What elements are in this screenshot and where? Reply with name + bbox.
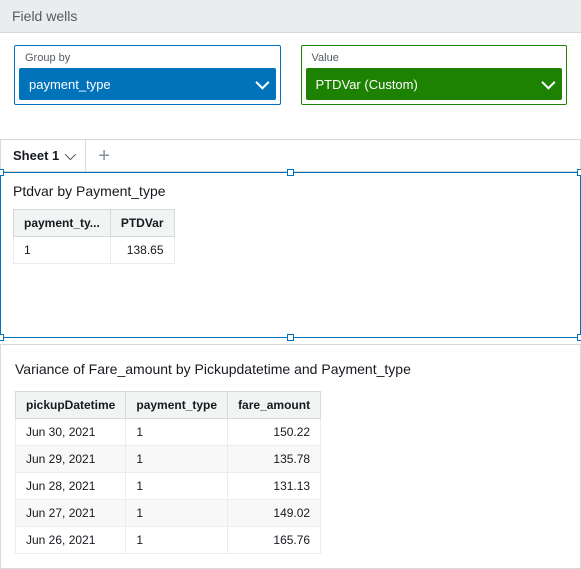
resize-handle[interactable] [577,169,581,176]
table-header-row: pickupDatetime payment_type fare_amount [16,392,321,419]
group-by-well: Group by payment_type [14,45,281,105]
resize-handle[interactable] [287,334,294,341]
cell: 1 [126,500,228,527]
resize-handle[interactable] [0,334,4,341]
field-wells-header: Field wells [0,0,581,33]
col-header[interactable]: fare_amount [228,392,321,419]
canvas: Ptdvar by Payment_type payment_ty... PTD… [0,171,581,569]
cell: 135.78 [228,446,321,473]
cell: Jun 28, 2021 [16,473,126,500]
table-row: Jun 28, 2021 1 131.13 [16,473,321,500]
chevron-down-icon [65,148,76,159]
table-row: Jun 27, 2021 1 149.02 [16,500,321,527]
cell: 149.02 [228,500,321,527]
cell: Jun 27, 2021 [16,500,126,527]
resize-handle[interactable] [577,334,581,341]
viz-title: Variance of Fare_amount by Pickupdatetim… [15,361,566,377]
resize-handle[interactable] [287,169,294,176]
col-header[interactable]: pickupDatetime [16,392,126,419]
cell: 138.65 [110,237,174,264]
cell: 1 [126,473,228,500]
col-header[interactable]: payment_type [126,392,228,419]
table-row: Jun 30, 2021 1 150.22 [16,419,321,446]
value-label: Value [306,50,563,68]
cell: Jun 30, 2021 [16,419,126,446]
cell: 131.13 [228,473,321,500]
table-row: Jun 29, 2021 1 135.78 [16,446,321,473]
cell: Jun 26, 2021 [16,527,126,554]
sheet-tab-active[interactable]: Sheet 1 [1,140,86,171]
chevron-down-icon [255,76,269,90]
cell: 150.22 [228,419,321,446]
cell: 1 [14,237,111,264]
viz-table: payment_ty... PTDVar 1 138.65 [13,209,175,264]
add-sheet-button[interactable]: + [86,143,122,169]
table-row: 1 138.65 [14,237,175,264]
group-by-label: Group by [19,50,276,68]
viz-table: pickupDatetime payment_type fare_amount … [15,391,321,554]
cell: 1 [126,419,228,446]
cell: 165.76 [228,527,321,554]
viz-variance[interactable]: Variance of Fare_amount by Pickupdatetim… [0,344,581,569]
group-by-pill[interactable]: payment_type [19,68,276,100]
viz-title: Ptdvar by Payment_type [13,183,568,199]
chevron-down-icon [541,76,555,90]
group-by-pill-text: payment_type [29,77,111,92]
sheet-tabs: Sheet 1 + [0,139,581,171]
table-row: Jun 26, 2021 1 165.76 [16,527,321,554]
field-wells-row: Group by payment_type Value PTDVar (Cust… [0,33,581,121]
sheet-tab-label: Sheet 1 [13,148,59,163]
col-header[interactable]: PTDVar [110,210,174,237]
cell: 1 [126,446,228,473]
resize-handle[interactable] [0,169,4,176]
col-header[interactable]: payment_ty... [14,210,111,237]
table-header-row: payment_ty... PTDVar [14,210,175,237]
cell: 1 [126,527,228,554]
value-pill[interactable]: PTDVar (Custom) [306,68,563,100]
value-well: Value PTDVar (Custom) [301,45,568,105]
value-pill-text: PTDVar (Custom) [316,77,418,92]
plus-icon: + [98,145,110,167]
viz-ptdvar[interactable]: Ptdvar by Payment_type payment_ty... PTD… [0,172,581,338]
cell: Jun 29, 2021 [16,446,126,473]
